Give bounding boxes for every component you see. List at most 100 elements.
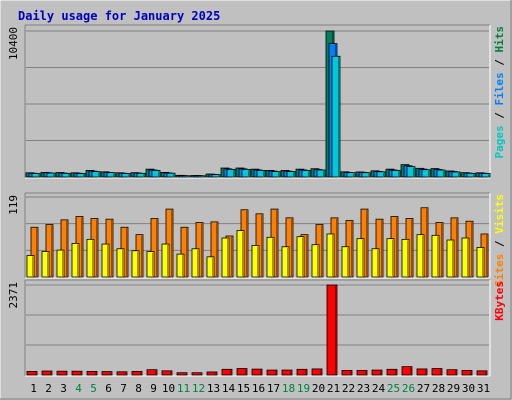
bar-visits-day-13 xyxy=(210,221,219,278)
x-tick-label-day-29: 29 xyxy=(447,382,460,395)
x-tick-label-day-20: 20 xyxy=(312,382,325,395)
x-tick-label-day-31: 31 xyxy=(477,382,490,395)
bar-pages-day-24 xyxy=(376,171,386,178)
bar-visits-day-11 xyxy=(180,226,189,278)
bar-pages-day-10 xyxy=(166,172,176,178)
bar-pages-day-26 xyxy=(406,166,416,178)
bar-sites-day-11 xyxy=(176,253,185,278)
x-tick-label-day-26: 26 xyxy=(402,382,415,395)
bar-sites-day-31 xyxy=(476,247,485,278)
bar-pages-day-3 xyxy=(61,172,71,178)
x-tick-label-day-6: 6 xyxy=(105,382,112,395)
bar-kbytes-day-16 xyxy=(251,368,263,376)
bar-sites-day-28 xyxy=(431,234,440,278)
bar-pages-day-20 xyxy=(316,169,326,178)
bar-pages-day-21 xyxy=(331,55,341,178)
chart-panels: 10400 Pages / Files / Hits 119 Sites / Visi… xyxy=(7,24,506,377)
x-tick-label-day-24: 24 xyxy=(372,382,386,395)
x-tick-label-day-9: 9 xyxy=(150,382,157,395)
x-tick-label-day-23: 23 xyxy=(357,382,370,395)
bar-kbytes-day-9 xyxy=(146,369,158,376)
bar-sites-day-7 xyxy=(116,248,125,278)
bar-kbytes-day-6 xyxy=(101,371,113,376)
x-tick-label-day-15: 15 xyxy=(237,382,250,395)
bar-sites-day-18 xyxy=(281,246,290,278)
bar-pages-day-27 xyxy=(421,169,431,178)
bar-kbytes-day-12 xyxy=(191,372,203,376)
bar-pages-day-29 xyxy=(451,171,461,178)
bar-sites-day-23 xyxy=(356,238,365,278)
bar-kbytes-day-26 xyxy=(401,366,413,376)
bar-pages-day-31 xyxy=(481,173,491,178)
bar-pages-day-4 xyxy=(76,173,86,178)
bar-sites-day-21 xyxy=(326,233,335,278)
bar-sites-day-6 xyxy=(101,243,110,278)
bar-pages-day-8 xyxy=(136,172,146,178)
bar-visits-day-24 xyxy=(375,218,384,278)
bar-kbytes-day-18 xyxy=(281,369,293,376)
bar-kbytes-day-17 xyxy=(266,369,278,376)
x-tick-label-day-13: 13 xyxy=(207,382,220,395)
x-tick-label-day-7: 7 xyxy=(120,382,127,395)
bar-sites-day-3 xyxy=(56,249,65,278)
bar-kbytes-day-31 xyxy=(476,370,488,376)
y-max-label: 119 xyxy=(7,195,20,215)
bar-pages-day-25 xyxy=(391,170,401,178)
bar-sites-day-8 xyxy=(131,250,140,278)
bar-pages-day-30 xyxy=(466,172,476,178)
bar-pages-day-17 xyxy=(271,171,281,178)
x-tick-label-day-17: 17 xyxy=(267,382,280,395)
bar-visits-day-1 xyxy=(30,226,39,278)
bar-kbytes-day-15 xyxy=(236,368,248,376)
x-tick-label-day-18: 18 xyxy=(282,382,295,395)
bar-pages-day-18 xyxy=(286,171,296,178)
bar-kbytes-day-5 xyxy=(86,370,98,376)
bar-kbytes-day-8 xyxy=(131,370,143,376)
bar-pages-day-9 xyxy=(151,170,161,178)
bar-pages-day-6 xyxy=(106,172,116,178)
bar-pages-day-5 xyxy=(91,171,101,178)
series-legend-label: Pages / Files / Hits xyxy=(493,26,506,159)
panel-visits-sites: 119 Sites / Visits xyxy=(7,192,506,287)
bar-kbytes-day-19 xyxy=(296,368,308,376)
bar-visits-day-10 xyxy=(165,208,174,278)
bar-visits-day-9 xyxy=(150,218,159,278)
bar-sites-day-17 xyxy=(266,236,275,278)
bar-pages-day-1 xyxy=(31,173,41,178)
bar-pages-day-7 xyxy=(121,173,131,178)
legend-part: / xyxy=(493,234,506,254)
legend-part: Sites xyxy=(493,254,506,287)
x-tick-label-day-21: 21 xyxy=(327,382,340,395)
bar-sites-day-24 xyxy=(371,248,380,278)
panel-hits-files-pages: 10400 Pages / Files / Hits xyxy=(7,24,506,179)
bar-kbytes-day-29 xyxy=(446,369,458,376)
bar-visits-day-2 xyxy=(45,224,54,278)
x-tick-label-day-22: 22 xyxy=(342,382,355,395)
bar-sites-day-30 xyxy=(461,237,470,278)
x-tick-label-day-30: 30 xyxy=(462,382,475,395)
bar-sites-day-12 xyxy=(191,248,200,278)
bar-pages-day-15 xyxy=(241,169,251,178)
legend-part: / xyxy=(493,106,506,126)
x-tick-label-day-3: 3 xyxy=(60,382,67,395)
bar-pages-day-23 xyxy=(361,172,371,178)
bar-pages-day-28 xyxy=(436,169,446,178)
bar-kbytes-day-11 xyxy=(176,372,188,376)
y-max-label: 10400 xyxy=(7,27,20,60)
bar-sites-day-26 xyxy=(401,238,410,278)
x-tick-label-day-16: 16 xyxy=(252,382,265,395)
bar-kbytes-day-25 xyxy=(386,368,398,376)
series-legend-label: KBytes xyxy=(493,281,506,321)
legend-part: Hits xyxy=(493,26,506,53)
bar-sites-day-9 xyxy=(146,251,155,278)
x-tick-label-day-8: 8 xyxy=(135,382,142,395)
legend-part: Visits xyxy=(493,194,506,234)
bar-kbytes-day-13 xyxy=(206,371,218,376)
chart-title: Daily usage for January 2025 xyxy=(18,9,220,23)
x-tick-label-day-28: 28 xyxy=(432,382,445,395)
bar-sites-day-1 xyxy=(26,255,35,278)
legend-part: KBytes xyxy=(493,281,506,321)
bar-sites-day-27 xyxy=(416,234,425,278)
legend-part: Files xyxy=(493,72,506,105)
